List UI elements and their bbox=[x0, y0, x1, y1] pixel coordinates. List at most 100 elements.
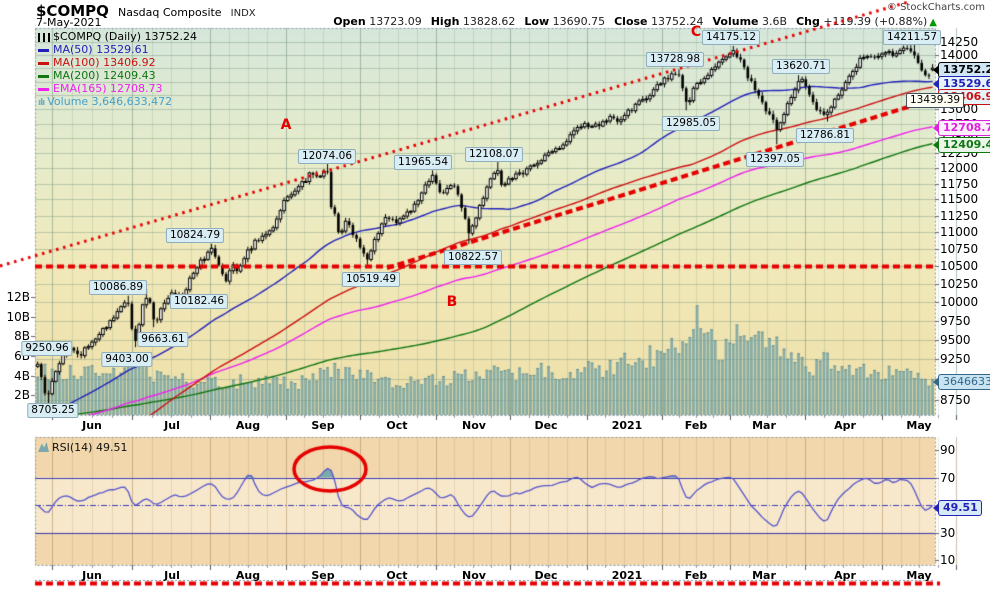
price-annotation-callout: 12397.05 bbox=[745, 152, 805, 167]
month-label-rsi: Nov bbox=[462, 569, 486, 582]
line-swatch-icon bbox=[38, 61, 49, 65]
price-axis-label: 8750 bbox=[940, 393, 971, 408]
price-axis-label: 11750 bbox=[940, 176, 979, 191]
price-axis-label: 14000 bbox=[940, 48, 979, 63]
rsi-value-callout: 49.51 bbox=[933, 500, 982, 516]
price-annotation-callout: 14211.57 bbox=[882, 30, 942, 45]
last-value-callout: 12409.43 bbox=[933, 137, 990, 153]
volume-axis-label: 12B bbox=[6, 289, 30, 304]
quote-label-close: Close bbox=[614, 15, 648, 28]
volume-axis-label: 6B bbox=[14, 348, 30, 363]
volume-axis-label: 2B bbox=[14, 388, 30, 403]
price-annotation-callout: 10519.49 bbox=[341, 272, 401, 287]
stockcharts-credit: © StockCharts.com bbox=[886, 2, 985, 13]
price-annotation-callout: 9250.96 bbox=[21, 341, 73, 356]
price-annotation-callout: 12074.06 bbox=[297, 149, 357, 164]
legend-title-row: $COMPQ (Daily) 13752.24 bbox=[38, 30, 197, 43]
rsi-axis-label: 90 bbox=[940, 443, 956, 457]
price-axis-label: 12000 bbox=[940, 161, 979, 176]
month-label-rsi: Apr bbox=[834, 569, 856, 582]
price-axis-label: 11250 bbox=[940, 208, 979, 223]
price-annotation-callout: 9663.61 bbox=[137, 332, 189, 347]
quote-value-high: 13828.62 bbox=[459, 15, 516, 28]
month-label: May bbox=[906, 419, 932, 432]
price-axis-label: 12750 bbox=[940, 116, 979, 131]
quote-label-high: High bbox=[430, 15, 460, 28]
price-axis-label: 10750 bbox=[940, 241, 979, 256]
price-axis-label: 13000 bbox=[940, 102, 979, 117]
chart-legend: $COMPQ (Daily) 13752.24 MA(50) 13529.61 M… bbox=[38, 30, 197, 108]
price-annotation-callout: 8705.25 bbox=[27, 403, 79, 418]
price-annotation-callout: 13728.98 bbox=[645, 52, 705, 67]
legend-item-label: EMA(165) 12708.73 bbox=[53, 82, 163, 95]
symbol-name: Nasdaq Composite bbox=[117, 6, 222, 19]
month-label-rsi: May bbox=[906, 569, 932, 582]
trendline-value-label: 13439.39 bbox=[906, 93, 965, 108]
volume-axis-label: 4B bbox=[14, 368, 30, 383]
price-axis-label: 14250 bbox=[940, 35, 979, 50]
chart-date: 7-May-2021 bbox=[36, 16, 102, 29]
chart-header: $COMPQ Nasdaq Composite INDX 7-May-2021 … bbox=[0, 0, 990, 29]
quote-label-volume: Volume bbox=[712, 15, 759, 28]
legend-item-label: MA(100) 13406.92 bbox=[53, 56, 156, 69]
quote-summary: Open 13723.09 High 13828.62 Low 13690.75 Cl… bbox=[324, 15, 937, 28]
price-axis-label: 9250 bbox=[940, 352, 971, 367]
quote-label-low: Low bbox=[524, 15, 550, 28]
price-axis-label: 13500 bbox=[940, 74, 979, 89]
price-axis-label: 10250 bbox=[940, 276, 979, 291]
line-swatch-icon bbox=[38, 48, 49, 52]
month-label-rsi: Jun bbox=[82, 569, 102, 582]
volume-bars-icon: ılı bbox=[38, 98, 45, 108]
quote-value-close: 13752.24 bbox=[647, 15, 704, 28]
price-axis-label: 12250 bbox=[940, 146, 979, 161]
month-label: Jun bbox=[82, 419, 102, 432]
month-label: Apr bbox=[834, 419, 856, 432]
last-value-callout: 13529.61 bbox=[933, 76, 990, 92]
quote-value-volume: 3.6B bbox=[758, 15, 788, 28]
last-value-callout: 12708.73 bbox=[933, 120, 990, 136]
line-swatch-icon bbox=[38, 74, 49, 78]
month-label-rsi: Jul bbox=[164, 569, 180, 582]
month-label-rsi: Aug bbox=[235, 569, 261, 582]
price-annotation-callout: 10086.89 bbox=[88, 280, 148, 295]
legend-item-label: MA(50) 13529.61 bbox=[53, 43, 149, 56]
price-axis-label: 11000 bbox=[940, 225, 979, 240]
month-label-rsi: Feb bbox=[684, 569, 708, 582]
month-label-rsi: Dec bbox=[534, 569, 558, 582]
legend-item: EMA(165) 12708.73 bbox=[38, 82, 197, 95]
month-label-rsi: Oct bbox=[386, 569, 408, 582]
volume-axis-label: 8B bbox=[14, 329, 30, 344]
month-label: Aug bbox=[235, 419, 261, 432]
quote-label-open: Open bbox=[333, 15, 366, 28]
month-label: 2021 bbox=[611, 419, 643, 432]
change-up-arrow-icon: ▲ bbox=[929, 17, 937, 28]
rsi-legend: RSI(14) 49.51 bbox=[38, 441, 127, 454]
quote-value-chg: +119.39 (+0.88%) bbox=[819, 15, 928, 28]
month-label: Jul bbox=[164, 419, 180, 432]
price-axis-label: 9500 bbox=[940, 332, 971, 347]
legend-item: MA(100) 13406.92 bbox=[38, 56, 197, 69]
rsi-axis-label: 70 bbox=[940, 470, 956, 485]
legend-item: ılı Volume 3,646,633,472 bbox=[38, 95, 197, 108]
month-label: Mar bbox=[752, 419, 776, 432]
legend-title: $COMPQ (Daily) 13752.24 bbox=[53, 30, 198, 43]
quote-value-low: 13690.75 bbox=[549, 15, 606, 28]
month-label: Feb bbox=[684, 419, 708, 432]
symbol-exchange: INDX bbox=[230, 8, 256, 19]
month-label-rsi: 2021 bbox=[611, 569, 643, 582]
rsi-label: RSI(14) 49.51 bbox=[52, 441, 128, 454]
legend-item-label: MA(200) 12409.43 bbox=[53, 69, 156, 82]
line-swatch-icon bbox=[38, 87, 49, 91]
month-label-rsi: Sep bbox=[311, 569, 335, 582]
price-axis-label: 10000 bbox=[940, 295, 979, 309]
rsi-axis-label: 10 bbox=[940, 553, 956, 567]
price-annotation-callout: 10182.46 bbox=[169, 294, 229, 309]
price-axis-label: 11500 bbox=[940, 192, 979, 207]
price-axis-label: 9750 bbox=[940, 313, 971, 328]
price-annotation-callout: 11965.54 bbox=[393, 155, 453, 170]
price-annotation-callout: 10824.79 bbox=[165, 228, 225, 243]
last-value-callout: 13752.24 bbox=[933, 62, 990, 78]
month-label: Sep bbox=[311, 419, 335, 432]
